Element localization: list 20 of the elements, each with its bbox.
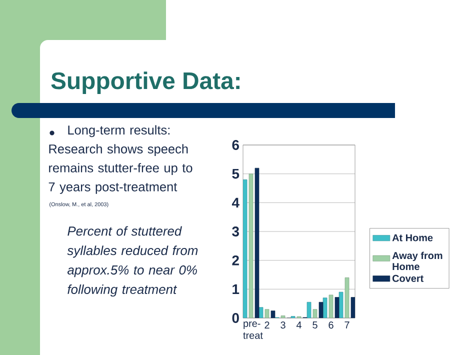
y-tick-label: 1 bbox=[232, 284, 240, 294]
text: Long-term results: Research shows speech remains stutter-free up to 7 years post-treatment bbox=[48, 125, 192, 194]
y-tick-label: 6 bbox=[232, 140, 239, 150]
y-tick-label: 4 bbox=[232, 198, 240, 208]
x-tick-label: 6 bbox=[328, 322, 334, 329]
y-tick-label: 3 bbox=[232, 226, 239, 236]
y-tick-label: 0 bbox=[232, 313, 239, 323]
text: Percent of stuttered syllables reduced from approx.5% to near 0% following treatment bbox=[67, 226, 198, 297]
x-tick-label: 2 bbox=[264, 322, 270, 328]
legend-label: At Home bbox=[392, 234, 433, 242]
legend-label: Away from Home bbox=[392, 252, 442, 270]
x-tick-label: 4 bbox=[296, 322, 302, 328]
y-tick-label: 2 bbox=[232, 255, 239, 266]
legend-label: Covert bbox=[392, 274, 424, 282]
x-tick-label: 3 bbox=[280, 322, 286, 329]
x-tick-label: pre-treat bbox=[243, 322, 263, 339]
y-tick-label: 5 bbox=[232, 168, 240, 179]
x-tick-label: 5 bbox=[312, 322, 318, 328]
x-tick-label: 7 bbox=[344, 322, 350, 328]
chart-title: Supportive Data: bbox=[51, 72, 240, 94]
